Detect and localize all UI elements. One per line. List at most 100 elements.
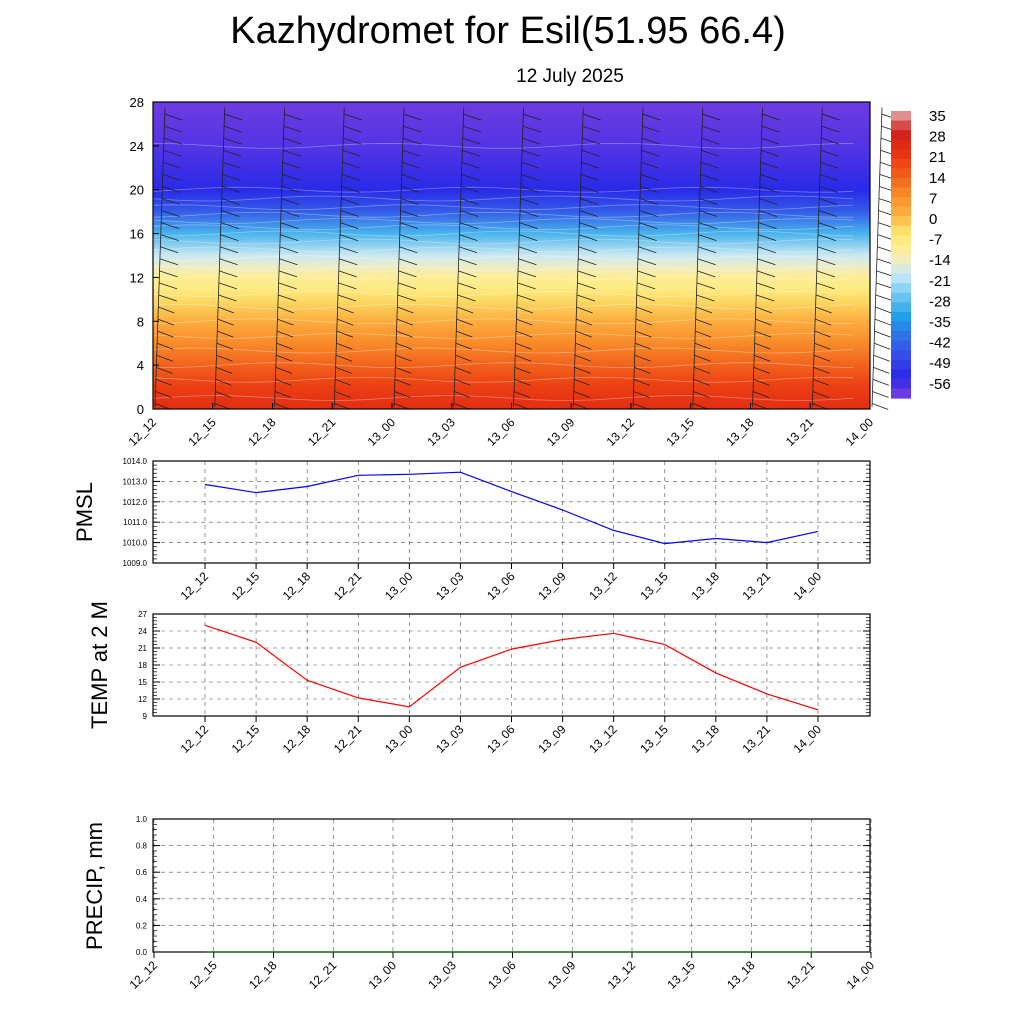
wind-barb: [579, 222, 598, 229]
wind-barb: [338, 270, 357, 278]
colorbar-band: [891, 168, 911, 179]
wind-barb: [280, 234, 299, 242]
wind-barb: [642, 113, 661, 121]
x-tick-label: 12_21: [305, 415, 339, 449]
y-axis-label: PRECIP, mm: [82, 822, 107, 950]
wind-barb: [578, 234, 598, 242]
wind-barb: [343, 125, 362, 133]
plot-frame: [152, 613, 871, 717]
wind-barb: [760, 161, 779, 169]
wind-barb: [516, 318, 533, 326]
colorbar-label: 28: [929, 129, 946, 146]
wind-barb: [813, 354, 831, 362]
wind-barb: [219, 270, 238, 278]
wind-barb: [754, 330, 772, 338]
wind-barb: [818, 222, 837, 229]
wind-barb: [217, 318, 234, 326]
wind-barb: [522, 113, 542, 121]
colorbar-label: 35: [929, 108, 946, 125]
wind-barb: [281, 186, 300, 193]
wind-barb: [395, 354, 412, 362]
wind-barb: [215, 391, 232, 398]
wind-barb: [218, 294, 237, 302]
wind-barb: [463, 113, 482, 121]
plot-frame: [152, 460, 871, 564]
wind-barb: [157, 342, 174, 350]
x-tick-label: 13_09: [544, 415, 578, 449]
wind-barb: [577, 270, 596, 278]
wind-barb: [396, 330, 413, 338]
wind-barb: [159, 258, 179, 266]
wind-barb: [156, 354, 173, 362]
wind-barb: [753, 366, 770, 374]
x-tick-label: 12_18: [246, 958, 280, 992]
wind-barb: [816, 270, 835, 278]
x-tick-label: 13_21: [740, 569, 774, 603]
wind-barb: [456, 318, 473, 326]
wind-barb: [574, 354, 592, 362]
wind-barb: [697, 258, 716, 266]
wind-barb: [693, 379, 710, 386]
wind-barb: [577, 282, 596, 290]
wind-barb: [517, 282, 536, 290]
wind-barb: [160, 234, 179, 242]
wind-barb: [874, 342, 891, 350]
wind-barb: [873, 354, 890, 362]
contour-line: [152, 246, 854, 253]
wind-barb: [816, 282, 835, 290]
wind-barb: [278, 270, 298, 278]
y-tick-label: 1.0: [136, 815, 148, 824]
colorbar-label: -35: [929, 314, 951, 331]
wind-barb: [394, 379, 412, 386]
wind-barb: [576, 318, 593, 326]
x-tick-label: 12_12: [178, 569, 212, 603]
wind-barb: [698, 234, 717, 242]
wind-barb: [283, 125, 302, 133]
wind-barb: [754, 354, 771, 362]
x-tick-label: 13_15: [637, 569, 671, 603]
wind-barb: [640, 186, 659, 193]
x-tick-label: 13_00: [382, 722, 416, 756]
wind-barb: [576, 306, 593, 314]
y-axis-label: TEMP at 2 M: [87, 601, 112, 729]
wind-barb: [222, 173, 241, 181]
colorbar-band: [891, 340, 911, 351]
contour-line: [152, 142, 854, 149]
wind-barb: [812, 391, 829, 398]
wind-barb: [456, 306, 474, 314]
x-tick-label: 12_12: [127, 958, 161, 992]
wind-barb: [516, 306, 533, 314]
wind-barb: [335, 379, 352, 386]
wind-barb: [817, 258, 836, 266]
wind-barb: [216, 354, 233, 362]
wind-barb: [337, 294, 357, 302]
wind-barb: [216, 342, 234, 350]
wind-barb: [459, 234, 478, 242]
wind-barb: [575, 342, 592, 350]
wind-barb: [462, 137, 481, 145]
wind-barb-staff: [154, 107, 166, 407]
wind-barb: [458, 258, 477, 266]
wind-barb: [633, 379, 651, 386]
wind-barb: [217, 306, 235, 314]
y-tick-label: 28: [130, 95, 144, 110]
wind-barb-staff: [572, 107, 584, 407]
wind-barb: [759, 198, 778, 205]
x-tick-label: 13_09: [535, 569, 569, 603]
wind-barb: [278, 282, 297, 290]
colorbar-band: [891, 244, 911, 256]
wind-barb: [695, 306, 713, 314]
contour-line: [152, 274, 854, 281]
wind-barb: [701, 125, 721, 133]
y-tick-label: 1010.0: [123, 539, 148, 548]
wind-barb: [224, 113, 243, 121]
wind-barb: [578, 246, 597, 254]
x-tick-label: 13_18: [724, 958, 758, 992]
y-tick-label: 1013.0: [123, 477, 148, 486]
wind-barb: [395, 366, 412, 374]
wind-barb: [283, 113, 303, 121]
wind-barb: [340, 210, 359, 217]
contour-line: [152, 332, 854, 339]
wind-barb: [574, 379, 591, 386]
y-tick-label: 1012.0: [123, 498, 148, 507]
